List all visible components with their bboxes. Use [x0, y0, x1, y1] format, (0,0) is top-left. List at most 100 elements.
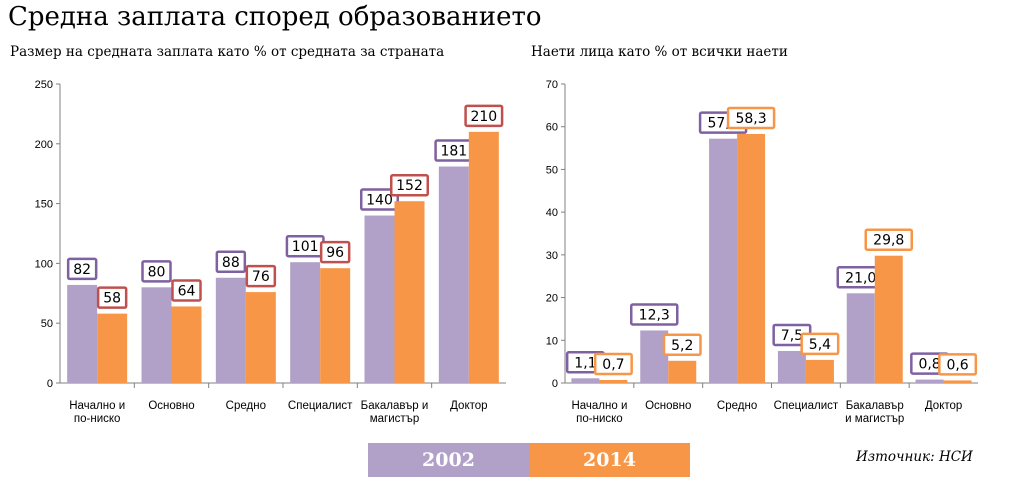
- chart2-category-label: Основно: [645, 400, 691, 412]
- chart1-data-label: 76: [252, 269, 270, 285]
- chart2-category-label: и магистър: [845, 413, 904, 425]
- chart1-subtitle: Размер на средната заплата като % от сре…: [10, 44, 445, 60]
- chart1-data-label: 152: [396, 178, 423, 194]
- chart1-data-label: 82: [73, 262, 91, 278]
- chart1-bar-2014: [245, 292, 276, 383]
- chart2-bar-2014: [943, 380, 972, 383]
- chart2-y-tick-label: 0: [552, 378, 558, 390]
- chart1-category-label: Специалист: [288, 400, 353, 412]
- chart1-data-label-box: [319, 240, 351, 264]
- chart2-bar-2002: [915, 379, 944, 383]
- chart1-data-label: 140: [366, 193, 393, 209]
- chart1-y-tick-label: 250: [35, 79, 53, 91]
- chart2-data-label: 5,4: [809, 337, 831, 353]
- chart2-category-label: Начално и: [571, 400, 627, 412]
- chart1-category-label: Основно: [148, 400, 194, 412]
- chart2-data-label-box: [938, 353, 978, 376]
- chart1-category-label: магистър: [370, 413, 420, 425]
- chart2-bar-2014: [805, 359, 834, 383]
- chart1-data-label: 64: [178, 283, 196, 299]
- chart1-data-label: 210: [470, 109, 497, 125]
- chart1-data-label-box: [245, 264, 277, 288]
- chart1-data-label-box: [390, 173, 429, 197]
- chart1-svg: 0 50 100 150 200 250 82 58 Начално ипо-ниско 80 64…: [35, 79, 506, 425]
- chart1-data-label-box: [66, 257, 98, 281]
- chart2-category-label: по-ниско: [576, 413, 623, 425]
- chart1-data-label: 96: [326, 245, 344, 261]
- chart2-data-label: 1,1: [574, 355, 596, 371]
- chart2-category-label: Специалист: [774, 400, 839, 412]
- chart2-bar-2002: [846, 293, 875, 383]
- chart1-category-label: Бакалавър и: [361, 400, 429, 412]
- chart2-bar-2002: [709, 138, 738, 383]
- chart1-category-label: Начално и: [69, 400, 125, 412]
- chart1-y-tick-label: 100: [35, 258, 53, 270]
- chart1-data-label-box: [464, 104, 504, 128]
- chart1-y-tick-label: 200: [35, 139, 53, 151]
- chart1-data-label: 58: [103, 291, 121, 307]
- chart1-y-tick-label: 0: [47, 378, 53, 390]
- chart2-category-label: Доктор: [925, 400, 962, 412]
- chart1-data-label: 80: [148, 264, 166, 280]
- chart2-data-label: 0,7: [602, 357, 624, 373]
- chart1-y-tick-label: 150: [35, 199, 53, 211]
- legend-item-2002: 2002: [368, 443, 529, 477]
- chart1-data-label: 181: [440, 144, 467, 160]
- source-note: Източник: НСИ: [856, 449, 973, 465]
- chart1-y-tick-label: 50: [41, 318, 53, 330]
- chart2-bar-2014: [668, 360, 697, 383]
- chart2-bar-2002: [571, 378, 600, 383]
- chart2-y-tick-label: 30: [546, 250, 558, 262]
- chart2-data-label: 58,3: [735, 111, 766, 127]
- chart1-bar-2014: [171, 306, 202, 383]
- chart1-data-label-box: [215, 250, 247, 274]
- chart2-data-label: 21,0: [845, 270, 876, 286]
- chart1-bar-2002: [438, 166, 469, 383]
- page-title: Средна заплата според образованието: [8, 2, 542, 32]
- chart1-bar-2014: [97, 313, 128, 383]
- chart2-y-tick-label: 40: [546, 207, 558, 219]
- chart2-svg: 0 10 20 30 40 50 60 70 1,1 0,7 Начално ипо-ниско 12…: [546, 79, 978, 425]
- chart2-category-label: Бакалавър: [846, 400, 904, 412]
- chart1-bar-2014: [394, 201, 425, 383]
- chart2-data-label: 0,6: [946, 357, 968, 373]
- chart1-data-label: 101: [292, 239, 319, 255]
- chart2-data-label-box: [800, 332, 840, 356]
- chart2-y-tick-label: 70: [546, 79, 558, 91]
- chart2-data-label: 29,8: [873, 233, 904, 249]
- chart2-data-label-box: [593, 352, 633, 376]
- chart1-category-label: Средно: [226, 400, 266, 412]
- chart1-bar-2002: [141, 287, 172, 383]
- chart2-bar-2014: [737, 133, 766, 383]
- legend-item-2014: 2014: [529, 443, 690, 477]
- chart2-data-label-box: [662, 333, 702, 357]
- chart1-bar-2014: [320, 268, 351, 383]
- chart1-data-label-box: [171, 279, 202, 302]
- chart1-data-label-box: [141, 260, 172, 283]
- chart1-bar-2002: [215, 277, 246, 383]
- chart1-bar-2002: [290, 262, 321, 383]
- chart2-data-label-box: [864, 228, 913, 251]
- chart1-category-label: по-ниско: [74, 413, 121, 425]
- chart2-y-tick-label: 60: [546, 122, 558, 134]
- chart2-bar-2014: [599, 380, 628, 383]
- chart1-bar-2002: [364, 215, 395, 383]
- chart1-bar-2002: [67, 284, 98, 383]
- legend: 2002 2014: [368, 443, 690, 477]
- chart2-bar-2014: [874, 255, 903, 383]
- chart1-data-label-box: [360, 188, 399, 211]
- chart2-data-label-box: [726, 106, 776, 130]
- chart1-category-label: Доктор: [450, 400, 487, 412]
- chart2-subtitle: Наети лица като % от всички наети: [531, 44, 788, 60]
- chart2-data-label: 5,2: [671, 338, 693, 354]
- chart2-y-tick-label: 20: [546, 293, 558, 305]
- chart2-y-tick-label: 50: [546, 164, 558, 176]
- chart2-data-label: 12,3: [639, 307, 670, 323]
- chart1-bar-2014: [468, 131, 499, 383]
- chart2-data-label: 7,5: [781, 328, 803, 344]
- chart2-bar-2002: [777, 350, 806, 383]
- chart2-data-label: 0,8: [918, 357, 940, 373]
- chart1-data-label: 88: [222, 255, 240, 271]
- chart1-data-label-box: [96, 286, 128, 309]
- chart2-category-label: Средно: [717, 400, 757, 412]
